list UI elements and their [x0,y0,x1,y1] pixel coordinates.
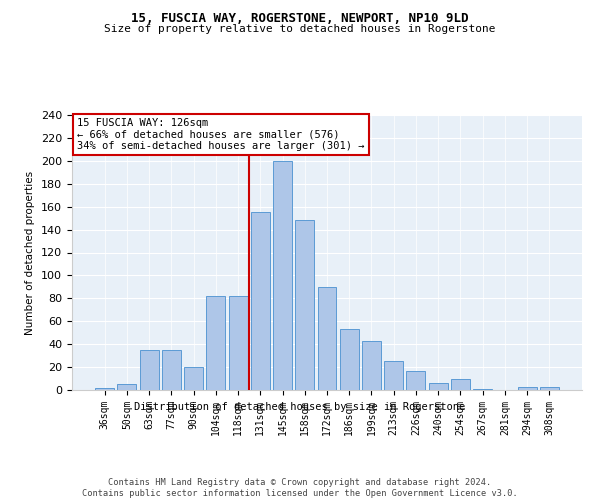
Bar [95,388,114,390]
Bar [473,389,492,390]
Bar [184,367,203,390]
Bar [229,296,248,390]
Bar [162,350,181,390]
Text: Contains HM Land Registry data © Crown copyright and database right 2024.
Contai: Contains HM Land Registry data © Crown c… [82,478,518,498]
Bar [317,287,337,390]
Bar [540,386,559,390]
Bar [340,330,359,390]
Bar [140,350,158,390]
Text: Distribution of detached houses by size in Rogerstone: Distribution of detached houses by size … [134,402,466,412]
Text: 15, FUSCIA WAY, ROGERSTONE, NEWPORT, NP10 9LD: 15, FUSCIA WAY, ROGERSTONE, NEWPORT, NP1… [131,12,469,26]
Bar [451,378,470,390]
Bar [429,383,448,390]
Bar [295,220,314,390]
Bar [406,370,425,390]
Bar [118,384,136,390]
Text: 15 FUSCIA WAY: 126sqm
← 66% of detached houses are smaller (576)
34% of semi-det: 15 FUSCIA WAY: 126sqm ← 66% of detached … [77,118,365,151]
Bar [273,161,292,390]
Y-axis label: Number of detached properties: Number of detached properties [25,170,35,334]
Bar [206,296,225,390]
Text: Size of property relative to detached houses in Rogerstone: Size of property relative to detached ho… [104,24,496,34]
Bar [362,340,381,390]
Bar [384,362,403,390]
Bar [518,386,536,390]
Bar [251,212,270,390]
